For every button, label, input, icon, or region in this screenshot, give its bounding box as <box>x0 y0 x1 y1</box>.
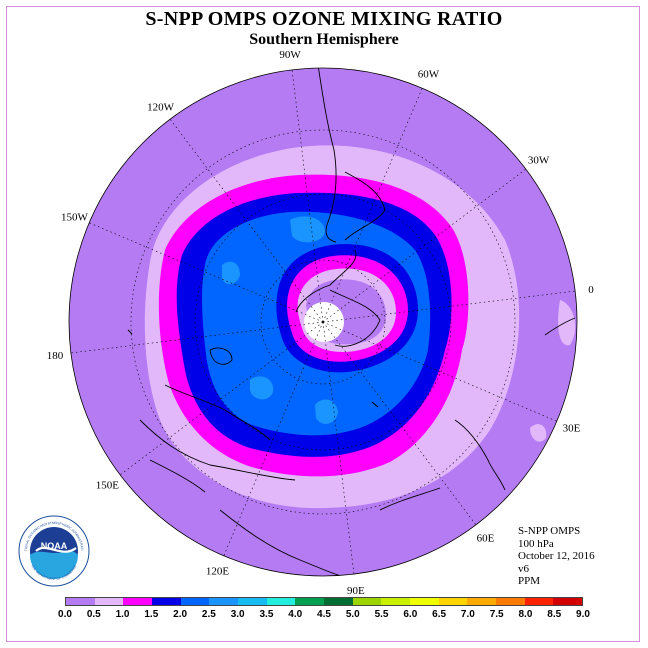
colorbar-segment <box>381 598 411 605</box>
meridian-line <box>291 69 324 323</box>
colorbar-tick-label: 8.5 <box>547 609 562 620</box>
colorbar-tick-label: 1.5 <box>144 609 159 620</box>
colorbar-tick-label: 3.0 <box>230 609 245 620</box>
colorbar-tick-label: 7.5 <box>489 609 504 620</box>
longitude-label: 120E <box>206 566 230 578</box>
colorbar-segment <box>266 598 296 605</box>
ozone-region-0.5-1.0-patch <box>530 424 547 442</box>
ozone-region-0.5-1.0-east-patch <box>558 300 576 346</box>
colorbar-tick-label: 9.0 <box>576 609 590 620</box>
longitude-label: 150E <box>96 479 120 491</box>
meridian-line <box>322 321 477 526</box>
longitude-label: 180 <box>47 350 64 362</box>
figure-frame <box>6 6 640 642</box>
colorbar-segment <box>180 598 210 605</box>
longitude-label: 90E <box>347 585 365 597</box>
colorbar-segment <box>66 598 95 605</box>
colorbar-tick-label: 5.5 <box>374 609 389 620</box>
colorbar-tick-label: 6.0 <box>403 609 418 620</box>
longitude-label: 60W <box>418 68 440 80</box>
longitude-label: 30E <box>563 422 581 434</box>
info-version: v6 <box>518 562 529 575</box>
colorbar-tick-label: 2.0 <box>173 609 188 620</box>
longitude-label: 90W <box>279 49 301 61</box>
chart-title: S-NPP OMPS OZONE MIXING RATIO <box>145 8 503 30</box>
longitude-label: 60E <box>477 533 495 545</box>
meridian-line <box>70 321 324 354</box>
meridian-line <box>119 321 324 476</box>
colorbar-segment <box>496 598 525 605</box>
colorbar-segment <box>94 598 124 605</box>
colorbar-segment <box>438 598 468 605</box>
meridian-line <box>169 118 324 323</box>
noaa-logo: NOAA NATIONAL OCEANIC AND ATMOSPHERIC AD… <box>18 515 90 587</box>
latitude-circles <box>130 129 516 515</box>
colorbar-segment <box>123 598 153 605</box>
colorbar-segment <box>324 598 353 605</box>
colorbar-segment <box>152 598 181 605</box>
colorbar-tick-label: 0.5 <box>86 609 101 620</box>
info-level: 100 hPa <box>518 537 554 550</box>
coastlines <box>127 68 576 576</box>
colorbar-tick-label: 0.0 <box>58 609 72 620</box>
colorbar-segment <box>410 598 439 605</box>
info-instrument: S-NPP OMPS <box>518 525 581 537</box>
chart-subtitle: Southern Hemisphere <box>249 31 399 48</box>
meridian-line <box>322 168 527 323</box>
longitude-label: 30W <box>528 155 550 167</box>
ozone-region-2.5-3.0-patch <box>315 399 338 424</box>
colorbar-segment <box>352 598 382 605</box>
info-units: PPM <box>518 575 541 587</box>
longitude-label: 150W <box>61 212 89 224</box>
meridians <box>70 69 576 575</box>
longitude-labels: 0 30E 60E 90E 120E 150E 180 150W 120W 90W 60W 30W <box>47 49 594 597</box>
colorbar-segment <box>209 598 239 605</box>
meridian-line <box>322 321 355 575</box>
ozone-region-2.5-3.0-patch <box>222 261 240 285</box>
meridian-line <box>89 222 324 323</box>
colorbar-tick-label: 4.0 <box>288 609 303 620</box>
colorbar-tick-label: 3.5 <box>259 609 274 620</box>
meridian-line <box>322 321 557 422</box>
colorbar-segment <box>238 598 267 605</box>
colorbar-tick-label: 5.0 <box>345 609 360 620</box>
ozone-region-2.5-3.0-patch <box>250 376 274 400</box>
colorbar-tick-label: 4.5 <box>317 609 331 620</box>
map-boundary <box>68 67 578 577</box>
colorbar-segment <box>524 598 554 605</box>
colorbar-tick-label: 8.0 <box>518 609 533 620</box>
meridian-line <box>223 321 324 556</box>
noaa-logo-text: NOAA <box>41 541 68 551</box>
colorbar-tick-label: 1.0 <box>115 609 130 620</box>
meridian-line <box>322 290 576 323</box>
longitude-label: 120W <box>147 101 175 113</box>
colorbar <box>65 597 583 606</box>
longitude-label: 0 <box>588 284 594 296</box>
colorbar-segment <box>467 598 497 605</box>
colorbar-segment <box>553 598 583 605</box>
colorbar-segment <box>295 598 325 605</box>
meridian-line <box>322 88 423 323</box>
ozone-region-2.5-3.0-patch <box>290 216 325 243</box>
colorbar-tick-label: 2.5 <box>201 609 216 620</box>
info-block: S-NPP OMPS 100 hPa October 12, 2016 v6 P… <box>518 525 595 588</box>
colorbar-tick-label: 6.5 <box>432 609 447 620</box>
colorbar-tick-label: 7.0 <box>460 609 475 620</box>
info-date: October 12, 2016 <box>518 550 595 562</box>
colorbar-labels: 0.0 0.5 1.0 1.5 2.0 2.5 3.0 3.5 4.0 4.5 5.0 5.5 6.0 6… <box>0 609 648 623</box>
